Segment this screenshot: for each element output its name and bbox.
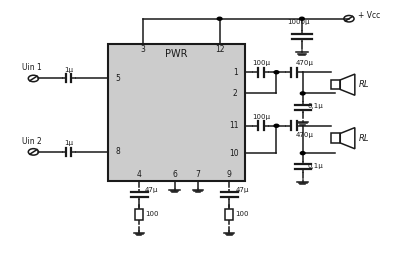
Text: PWR: PWR: [165, 49, 188, 59]
Bar: [108, 44, 245, 181]
Text: RL: RL: [359, 80, 369, 89]
Text: Uin 1: Uin 1: [22, 63, 41, 72]
Text: 470µ: 470µ: [296, 132, 314, 138]
Text: RL: RL: [359, 134, 369, 143]
Circle shape: [274, 124, 279, 127]
Text: 5: 5: [115, 74, 120, 83]
Text: 4: 4: [137, 170, 142, 179]
Text: 1: 1: [233, 68, 238, 77]
Bar: [331, 80, 340, 89]
Text: 0,1µ: 0,1µ: [308, 163, 323, 169]
Text: 2: 2: [233, 89, 238, 98]
Text: 10: 10: [229, 149, 239, 158]
Text: + Vcc: + Vcc: [358, 11, 380, 20]
Text: Uin 2: Uin 2: [22, 137, 41, 146]
Bar: [226, 209, 233, 220]
Text: 100µ: 100µ: [252, 114, 270, 120]
Bar: [331, 133, 340, 143]
Text: 12: 12: [215, 45, 224, 54]
Polygon shape: [340, 128, 355, 149]
Polygon shape: [340, 74, 355, 95]
Text: 100: 100: [145, 211, 159, 217]
Circle shape: [274, 71, 279, 74]
Circle shape: [300, 17, 304, 20]
Bar: [135, 209, 143, 220]
Text: 9: 9: [227, 170, 232, 179]
Text: 1µ: 1µ: [64, 140, 73, 146]
Text: 1000µ: 1000µ: [287, 19, 309, 25]
Text: 47µ: 47µ: [145, 187, 158, 194]
Text: 7: 7: [196, 170, 200, 179]
Text: 47µ: 47µ: [235, 187, 249, 194]
Text: 11: 11: [229, 121, 239, 130]
Text: 100µ: 100µ: [252, 60, 270, 66]
Circle shape: [300, 92, 305, 95]
Text: 6: 6: [172, 170, 177, 179]
Text: 1µ: 1µ: [64, 67, 73, 73]
Text: 0,1µ: 0,1µ: [308, 103, 323, 109]
Circle shape: [300, 152, 305, 155]
Text: 8: 8: [115, 147, 120, 156]
Text: 470µ: 470µ: [296, 60, 314, 66]
Text: 100: 100: [235, 211, 249, 217]
Text: 3: 3: [141, 45, 146, 54]
Circle shape: [217, 17, 222, 20]
